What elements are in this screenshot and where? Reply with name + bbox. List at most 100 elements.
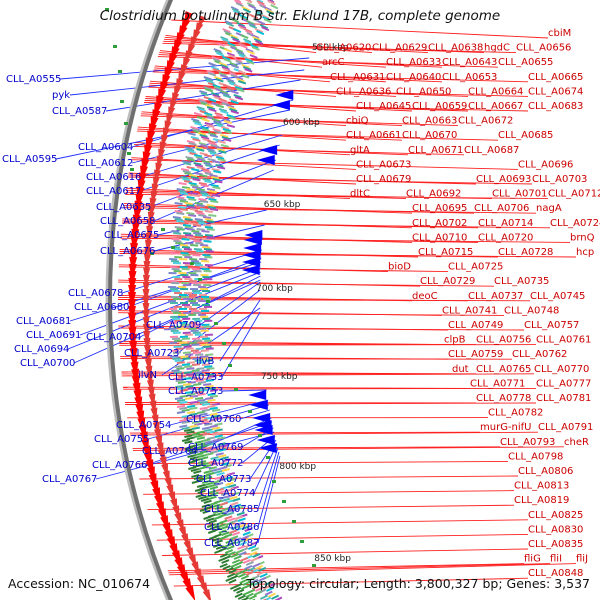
feature-bar bbox=[216, 79, 224, 82]
feature-bar bbox=[227, 125, 235, 127]
feature-bar bbox=[199, 183, 207, 184]
reverse-gene-label: CLL_A0635 bbox=[96, 202, 151, 213]
feature-bar bbox=[204, 517, 212, 519]
feature-bar bbox=[216, 105, 224, 107]
forward-gene-label: CLL_A0715 bbox=[418, 247, 473, 258]
feature-bar bbox=[202, 255, 210, 256]
feature-bar bbox=[191, 231, 199, 232]
forward-gene-label: CLL_A0756 bbox=[476, 335, 531, 346]
forward-gene-label: fliI bbox=[550, 554, 562, 565]
feature-bar bbox=[213, 171, 221, 173]
feature-bar bbox=[186, 149, 194, 151]
feature-bar bbox=[217, 167, 225, 169]
forward-gene-label: CLL_A0665 bbox=[528, 72, 583, 83]
feature-bar bbox=[175, 398, 183, 399]
feature-bar bbox=[176, 221, 184, 222]
feature-bar bbox=[192, 404, 200, 405]
forward-gene-label: CLL_A0806 bbox=[518, 466, 573, 477]
feature-bar bbox=[195, 211, 203, 212]
feature-bar bbox=[202, 247, 210, 248]
feature-bar bbox=[212, 469, 220, 471]
feature-bar bbox=[221, 111, 229, 113]
reverse-gene-label: CLL_A0760 bbox=[186, 414, 241, 425]
forward-gene-label: CLL_A0696 bbox=[518, 159, 573, 170]
feature-bar bbox=[203, 225, 211, 226]
feature-bar bbox=[188, 151, 196, 153]
forward-gene-label: CLL_A0781 bbox=[536, 393, 591, 404]
feature-bar bbox=[175, 211, 183, 212]
feature-bar bbox=[181, 344, 189, 345]
forward-gene-label: CLL_A0683 bbox=[528, 101, 583, 112]
feature-bar bbox=[185, 243, 193, 244]
forward-gene-label: CLL_A0633 bbox=[386, 57, 441, 68]
feature-bar bbox=[190, 408, 198, 409]
reverse-gene-label: CLL_A0755 bbox=[94, 434, 149, 445]
feature-bar bbox=[209, 191, 217, 192]
feature-bar bbox=[182, 239, 190, 240]
feature-bar bbox=[203, 217, 211, 218]
feature-bar bbox=[240, 558, 247, 561]
feature-bar bbox=[207, 197, 215, 198]
feature-bar bbox=[204, 249, 212, 250]
gene-marker bbox=[266, 456, 270, 459]
forward-gene-label: CLL_A0714 bbox=[478, 218, 533, 229]
forward-gene-label: CLL_A0728 bbox=[498, 247, 553, 258]
feature-bar bbox=[177, 412, 185, 413]
feature-bar bbox=[179, 183, 187, 184]
feature-bar bbox=[239, 552, 246, 555]
feature-bar bbox=[175, 243, 183, 244]
forward-gene-label: CLL_A0673 bbox=[356, 159, 411, 170]
feature-bar bbox=[227, 518, 235, 521]
feature-bar bbox=[201, 499, 209, 501]
feature-bar bbox=[187, 362, 195, 363]
feature-bar bbox=[178, 223, 186, 224]
feature-bar bbox=[187, 412, 195, 413]
forward-gene-label: CLL_A0741 bbox=[442, 305, 497, 316]
reverse-gene-label: CLL_A0694 bbox=[14, 344, 69, 355]
forward-gene-label: CLL_A0672 bbox=[458, 116, 513, 127]
feature-bar bbox=[212, 404, 220, 405]
reverse-gene-label: CLL_A0617 bbox=[86, 186, 141, 197]
gene-marker bbox=[198, 278, 202, 281]
feature-bar bbox=[195, 354, 203, 355]
feature-bar bbox=[186, 205, 194, 206]
gene-marker bbox=[272, 480, 276, 483]
feature-bar bbox=[231, 91, 239, 93]
feature-bar bbox=[222, 560, 229, 563]
reverse-arrow bbox=[250, 400, 268, 410]
reverse-gene-label: ilvN bbox=[138, 370, 157, 381]
forward-gene-label: deoC bbox=[412, 291, 438, 302]
feature-bar bbox=[223, 95, 231, 97]
feature-bar bbox=[191, 469, 199, 471]
feature-bar bbox=[215, 435, 223, 437]
gene-marker bbox=[282, 500, 286, 503]
forward-gene-label: murG-nifU bbox=[480, 422, 532, 433]
feature-bar bbox=[205, 235, 213, 236]
forward-gene-label: CLL_A0701 bbox=[492, 189, 547, 200]
gene-marker bbox=[228, 364, 232, 367]
feature-bar bbox=[209, 109, 217, 111]
feature-bar bbox=[197, 213, 205, 214]
feature-bar bbox=[176, 368, 184, 369]
feature-bar bbox=[207, 221, 215, 222]
feature-bar bbox=[197, 412, 205, 413]
reverse-arrow bbox=[259, 145, 277, 155]
forward-gene-label: CLL_A0748 bbox=[504, 305, 559, 316]
feature-bar bbox=[210, 408, 218, 409]
feature-bar bbox=[204, 181, 212, 182]
gene-marker bbox=[190, 262, 194, 265]
feature-bar bbox=[184, 346, 192, 347]
feature-bar bbox=[172, 370, 180, 371]
forward-gene-label: CLL_A0725 bbox=[448, 262, 503, 273]
feature-bar bbox=[201, 93, 209, 95]
forward-gene-label: cbiQ bbox=[346, 116, 369, 127]
forward-gene-label: CLL_A0659 bbox=[412, 101, 467, 112]
reverse-leader-line bbox=[220, 300, 260, 361]
feature-bar bbox=[184, 181, 192, 182]
gene-marker bbox=[161, 228, 165, 231]
feature-bar bbox=[205, 354, 213, 355]
feature-bar bbox=[215, 155, 223, 157]
feature-bar bbox=[200, 408, 208, 409]
